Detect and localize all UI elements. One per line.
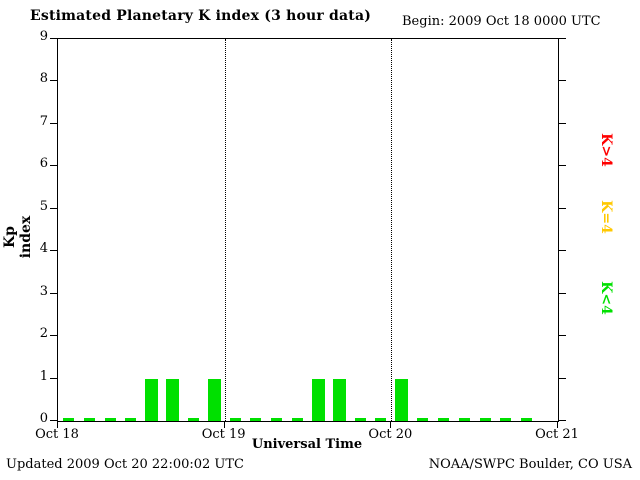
y-tick-mark-right bbox=[559, 80, 566, 82]
kp-bar bbox=[375, 418, 387, 421]
y-tick-label: 1 bbox=[39, 368, 48, 384]
y-tick-mark-left bbox=[50, 292, 57, 294]
kp-bar bbox=[458, 418, 470, 421]
y-tick-mark-right bbox=[559, 377, 566, 379]
kp-bar bbox=[83, 418, 95, 421]
y-axis-label: Kp index bbox=[2, 215, 34, 259]
day-boundary-line bbox=[224, 39, 226, 421]
begin-label: Begin: 2009 Oct 18 0000 UTC bbox=[402, 14, 601, 29]
y-tick-label: 0 bbox=[39, 411, 48, 426]
kp-bar bbox=[417, 418, 429, 421]
plot-area bbox=[57, 38, 559, 422]
y-tick-mark-left bbox=[50, 420, 57, 421]
y-tick-mark-left bbox=[50, 80, 57, 82]
legend-k-eq4: K=4 bbox=[598, 200, 614, 234]
day-boundary-line bbox=[391, 39, 393, 421]
x-axis-label: Universal Time bbox=[251, 437, 363, 452]
kp-bar bbox=[229, 418, 241, 421]
y-tick-mark-left bbox=[50, 122, 57, 124]
x-tick-label: Oct 18 bbox=[35, 427, 79, 442]
x-tick-mark bbox=[223, 422, 225, 428]
y-tick-label: 5 bbox=[39, 198, 48, 214]
legend-k-gt4: K>4 bbox=[598, 133, 614, 167]
y-tick-label: 4 bbox=[39, 241, 48, 257]
y-tick-mark-left bbox=[50, 207, 57, 209]
x-tick-mark bbox=[57, 422, 58, 428]
y-tick-label: 7 bbox=[39, 113, 48, 129]
kp-bar bbox=[311, 378, 325, 421]
y-tick-mark-right bbox=[559, 165, 566, 167]
kp-bar bbox=[521, 418, 533, 421]
y-tick-mark-right bbox=[559, 122, 566, 124]
legend-k-lt4: K<4 bbox=[598, 281, 614, 315]
y-tick-mark-right bbox=[559, 292, 566, 294]
y-tick-label: 9 bbox=[39, 29, 48, 44]
kp-bar bbox=[292, 418, 304, 421]
source-label: NOAA/SWPC Boulder, CO USA bbox=[428, 457, 632, 472]
x-tick-label: Oct 21 bbox=[535, 427, 579, 442]
kp-bar bbox=[500, 418, 512, 421]
y-tick-mark-right bbox=[559, 250, 566, 252]
y-tick-mark-right bbox=[559, 207, 566, 209]
y-tick-mark-left bbox=[50, 335, 57, 337]
x-tick-mark bbox=[557, 422, 558, 428]
kp-bar bbox=[395, 378, 409, 421]
y-tick-mark-left bbox=[50, 38, 57, 39]
kp-bar bbox=[479, 418, 491, 421]
y-tick-mark-right bbox=[559, 420, 566, 421]
y-tick-mark-left bbox=[50, 250, 57, 252]
x-tick-label: Oct 19 bbox=[201, 427, 246, 442]
y-tick-mark-left bbox=[50, 377, 57, 379]
kp-bar bbox=[207, 378, 221, 421]
y-tick-mark-right bbox=[559, 38, 566, 39]
y-tick-label: 8 bbox=[39, 71, 48, 87]
kp-bar bbox=[166, 378, 180, 421]
kp-bar bbox=[271, 418, 283, 421]
kp-bar bbox=[354, 418, 366, 421]
kp-bar bbox=[250, 418, 262, 421]
x-tick-mark bbox=[390, 422, 392, 428]
kp-bar bbox=[104, 418, 116, 421]
kp-bar bbox=[145, 378, 159, 421]
y-tick-label: 2 bbox=[39, 326, 48, 342]
kp-bar bbox=[62, 418, 74, 421]
x-tick-label: Oct 20 bbox=[368, 427, 413, 442]
chart-title: Estimated Planetary K index (3 hour data… bbox=[30, 8, 372, 24]
y-tick-label: 6 bbox=[39, 156, 48, 172]
kp-bar bbox=[125, 418, 137, 421]
y-tick-mark-right bbox=[559, 335, 566, 337]
updated-label: Updated 2009 Oct 20 22:00:02 UTC bbox=[6, 457, 244, 472]
y-tick-mark-left bbox=[50, 165, 57, 167]
kp-bar bbox=[437, 418, 449, 421]
y-tick-label: 3 bbox=[39, 283, 48, 299]
kp-bar bbox=[332, 378, 346, 421]
kp-bar bbox=[187, 418, 199, 421]
